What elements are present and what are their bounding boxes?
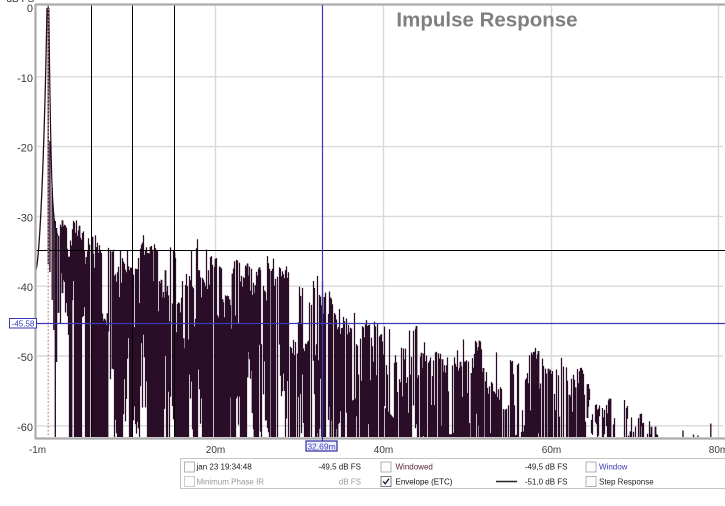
svg-text:40m: 40m [374,445,393,456]
svg-text:-45.58: -45.58 [12,320,35,329]
svg-text:-30: -30 [17,212,33,224]
svg-text:80m: 80m [709,445,725,456]
svg-text:Step Response: Step Response [599,477,654,486]
svg-text:Envelope (ETC): Envelope (ETC) [396,477,453,486]
svg-text:Impulse Response: Impulse Response [396,9,577,32]
svg-text:-10: -10 [17,73,33,85]
svg-text:20m: 20m [206,445,225,456]
svg-text:0: 0 [27,3,33,15]
svg-text:-40: -40 [17,282,33,294]
svg-text:Window: Window [599,463,628,472]
svg-text:Minimum Phase IR: Minimum Phase IR [197,477,265,486]
svg-text:-20: -20 [17,143,33,155]
svg-text:Windowed: Windowed [396,463,433,472]
svg-text:jan 23 19:34:48: jan 23 19:34:48 [196,463,253,472]
svg-text:-60: -60 [17,422,33,434]
svg-text:-1m: -1m [29,445,46,456]
svg-text:60m: 60m [542,445,561,456]
svg-text:32,69m: 32,69m [307,441,335,451]
svg-text:-49,5 dB FS: -49,5 dB FS [525,463,568,472]
svg-text:-51,0 dB FS: -51,0 dB FS [525,477,568,486]
svg-text:dB FS: dB FS [339,477,361,486]
svg-text:-49,5 dB FS: -49,5 dB FS [318,463,361,472]
svg-text:-50: -50 [17,352,33,364]
